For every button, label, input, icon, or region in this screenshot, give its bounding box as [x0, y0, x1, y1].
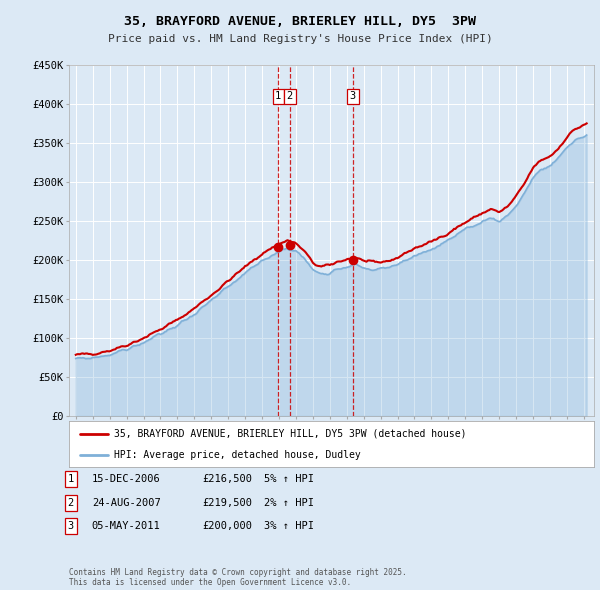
Text: 1: 1 — [68, 474, 74, 484]
Text: 2: 2 — [68, 498, 74, 507]
Text: HPI: Average price, detached house, Dudley: HPI: Average price, detached house, Dudl… — [113, 450, 361, 460]
Text: Contains HM Land Registry data © Crown copyright and database right 2025.
This d: Contains HM Land Registry data © Crown c… — [69, 568, 407, 587]
Text: 35, BRAYFORD AVENUE, BRIERLEY HILL, DY5 3PW (detached house): 35, BRAYFORD AVENUE, BRIERLEY HILL, DY5 … — [113, 429, 466, 439]
Text: £216,500: £216,500 — [202, 474, 252, 484]
Text: £200,000: £200,000 — [202, 522, 252, 531]
Text: 35, BRAYFORD AVENUE, BRIERLEY HILL, DY5  3PW: 35, BRAYFORD AVENUE, BRIERLEY HILL, DY5 … — [124, 15, 476, 28]
Text: 1: 1 — [275, 91, 281, 101]
Text: 3: 3 — [350, 91, 356, 101]
Text: 24-AUG-2007: 24-AUG-2007 — [92, 498, 161, 507]
Text: £219,500: £219,500 — [202, 498, 252, 507]
Text: 3: 3 — [68, 522, 74, 531]
Text: Price paid vs. HM Land Registry's House Price Index (HPI): Price paid vs. HM Land Registry's House … — [107, 34, 493, 44]
Text: 5% ↑ HPI: 5% ↑ HPI — [264, 474, 314, 484]
Text: 2: 2 — [287, 91, 293, 101]
Text: 05-MAY-2011: 05-MAY-2011 — [92, 522, 161, 531]
Text: 15-DEC-2006: 15-DEC-2006 — [92, 474, 161, 484]
Text: 3% ↑ HPI: 3% ↑ HPI — [264, 522, 314, 531]
Text: 2% ↑ HPI: 2% ↑ HPI — [264, 498, 314, 507]
